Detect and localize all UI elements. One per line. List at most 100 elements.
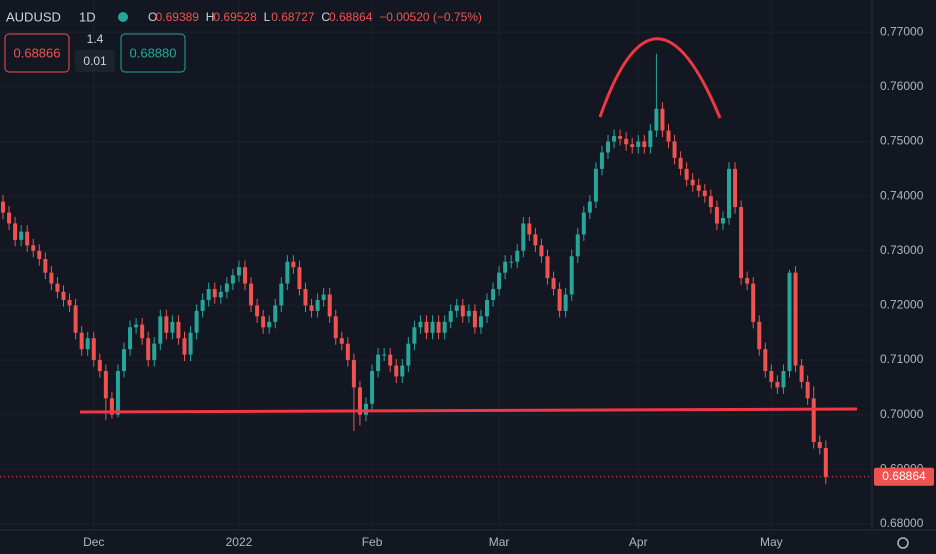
candle-body <box>472 310 477 328</box>
buy-button[interactable] <box>120 33 186 73</box>
candle-body <box>684 168 689 180</box>
candle-body <box>224 283 229 292</box>
sell-button[interactable] <box>4 33 70 73</box>
candle-body <box>569 256 574 295</box>
candle-body <box>454 305 459 311</box>
ohlc-legend: O0.69389 H0.69528 L 0.68727 C0.68864 −0.00520… <box>148 10 482 24</box>
top-arc <box>598 37 722 119</box>
interval: 1D <box>79 9 96 24</box>
legend-key: H <box>206 10 215 24</box>
candle-body <box>91 338 96 361</box>
candle-body <box>805 381 810 399</box>
legend-key: O <box>148 10 157 24</box>
quantity-box[interactable] <box>75 50 115 72</box>
candle-body <box>563 294 568 311</box>
candle-body <box>751 283 756 322</box>
candle-body <box>400 365 405 377</box>
candle-body <box>696 185 701 191</box>
candle-body <box>249 283 254 306</box>
candle-body <box>315 299 320 311</box>
legend-value: 0.69389 <box>156 10 200 24</box>
x-tick-label: Mar <box>489 535 510 549</box>
candle-body <box>73 305 78 333</box>
x-tick-label: May <box>760 535 783 549</box>
candle-body <box>43 258 48 273</box>
candle-body <box>654 108 659 131</box>
candle-body <box>509 261 514 263</box>
last-price-bg <box>874 467 934 486</box>
candle-body <box>708 196 713 208</box>
candle-body <box>636 141 641 147</box>
candle-body <box>539 245 544 257</box>
x-tick-label: Apr <box>629 535 648 549</box>
y-tick-label: 0.68000 <box>880 516 924 530</box>
candle-body <box>85 338 90 350</box>
candle-body <box>769 371 774 382</box>
candle-body <box>345 343 350 361</box>
candle-body <box>230 275 235 284</box>
candle-body <box>67 299 72 306</box>
candle-body <box>37 250 42 259</box>
candle-body <box>170 321 175 333</box>
candle-body <box>303 289 308 306</box>
candle-body <box>690 179 695 186</box>
x-tick-label: 2022 <box>226 535 253 549</box>
candle-body <box>236 267 241 276</box>
settings-icon[interactable] <box>897 537 909 549</box>
legend-value: 0.68864 <box>329 10 373 24</box>
buy-price[interactable]: 0.68880 <box>130 45 177 60</box>
x-tick-label: Feb <box>362 535 383 549</box>
candle-body <box>176 321 181 339</box>
candle-body <box>297 267 302 290</box>
support-line <box>79 407 858 414</box>
last-price-label: 0.68864 <box>882 469 926 483</box>
candle-body <box>418 321 423 328</box>
candle-body <box>412 327 417 344</box>
candle-body <box>49 272 54 284</box>
candle-body <box>587 201 592 213</box>
candle-body <box>7 212 12 224</box>
candle-body <box>745 278 750 284</box>
candle-body <box>648 130 653 147</box>
candle-body <box>351 360 356 388</box>
candle-body <box>1 201 5 213</box>
candle-body <box>122 349 126 371</box>
time-axis: Dec 2022 Feb Mar Apr May <box>83 535 783 549</box>
candle-body <box>182 338 187 355</box>
y-tick-label: 0.71000 <box>880 352 924 366</box>
candle-body <box>599 152 604 169</box>
candle-body <box>720 218 725 224</box>
candle-body <box>406 343 411 366</box>
candle-body <box>672 141 677 158</box>
candle-body <box>660 108 665 131</box>
candle-body <box>557 289 562 311</box>
candle-body <box>527 223 532 235</box>
candle-body <box>31 245 36 251</box>
candles <box>1 53 828 485</box>
candle-body <box>79 332 84 350</box>
legend-change: −0.00520 (−0.75%) <box>379 10 482 24</box>
y-tick-label: 0.75000 <box>880 134 924 148</box>
candle-body <box>13 223 18 240</box>
candle-body <box>424 321 429 333</box>
candle-body <box>291 261 296 268</box>
candle-body <box>25 231 30 246</box>
candle-body <box>799 365 804 382</box>
candle-body <box>781 371 786 388</box>
candle-body <box>642 141 647 147</box>
legend-value: 0.69528 <box>213 10 257 24</box>
candle-body <box>521 223 526 251</box>
candle-body <box>134 324 139 328</box>
spread: 1.4 <box>87 32 104 46</box>
legend-key: L <box>264 10 271 24</box>
sell-price[interactable]: 0.68866 <box>14 45 61 60</box>
candle-body <box>394 365 399 377</box>
candle-body <box>261 316 266 328</box>
candle-body <box>775 381 780 388</box>
y-tick-label: 0.73000 <box>880 243 924 257</box>
quantity[interactable]: 0.01 <box>83 54 107 68</box>
candle-body <box>757 321 762 350</box>
candle-body <box>364 403 368 415</box>
candle-body <box>430 321 435 333</box>
candle-body <box>606 141 610 153</box>
